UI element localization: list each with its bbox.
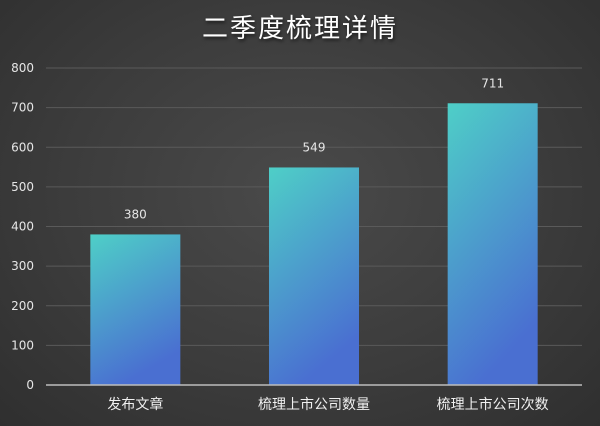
y-tick-label: 500 [11,180,34,194]
bar [447,103,538,386]
y-axis-ticks: 0 100 200 300 400 500 600 700 800 [11,61,34,392]
y-tick-label: 200 [11,299,34,313]
y-tick-label: 0 [26,378,34,392]
data-labels: 380 549 711 [124,76,504,221]
x-axis-labels: 发布文章 梳理上市公司数量 梳理上市公司次数 [107,396,548,413]
y-tick-label: 800 [11,61,34,75]
data-label: 711 [481,76,504,90]
bars [90,103,538,386]
x-category-label: 发布文章 [107,396,163,413]
chart-title: 二季度梳理详情 [201,14,398,44]
y-tick-label: 100 [11,338,34,352]
x-category-label: 梳理上市公司次数 [437,396,549,413]
bar [269,167,359,385]
data-label: 549 [303,140,326,154]
y-tick-label: 600 [11,140,34,154]
x-category-label: 梳理上市公司数量 [258,396,370,413]
bar [90,234,181,385]
data-label: 380 [124,207,147,221]
y-tick-label: 700 [11,101,34,115]
y-tick-label: 400 [11,220,34,234]
y-tick-label: 300 [11,259,34,273]
